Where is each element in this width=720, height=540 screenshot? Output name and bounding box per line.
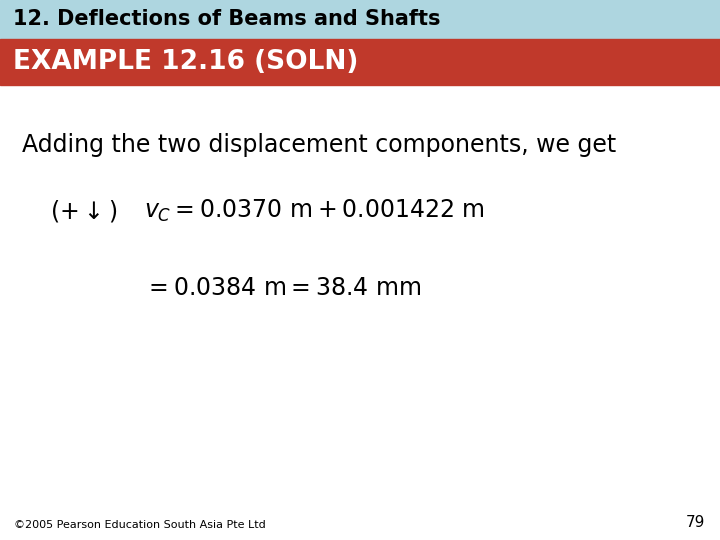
Text: Adding the two displacement components, we get: Adding the two displacement components, … (22, 133, 616, 157)
Text: $v_C = 0.0370\ \mathrm{m} + 0.001422\ \mathrm{m}$: $v_C = 0.0370\ \mathrm{m} + 0.001422\ \m… (144, 198, 485, 225)
Text: ©2005 Pearson Education South Asia Pte Ltd: ©2005 Pearson Education South Asia Pte L… (14, 520, 266, 530)
Text: EXAMPLE 12.16 (SOLN): EXAMPLE 12.16 (SOLN) (13, 49, 359, 75)
Text: 12. Deflections of Beams and Shafts: 12. Deflections of Beams and Shafts (13, 9, 441, 30)
FancyBboxPatch shape (0, 39, 720, 85)
Text: $= 0.0384\ \mathrm{m} = 38.4\ \mathrm{mm}$: $= 0.0384\ \mathrm{m} = 38.4\ \mathrm{mm… (144, 276, 422, 300)
Text: $(+\downarrow)$: $(+\downarrow)$ (50, 198, 117, 224)
Text: 79: 79 (686, 515, 706, 530)
FancyBboxPatch shape (0, 0, 720, 39)
